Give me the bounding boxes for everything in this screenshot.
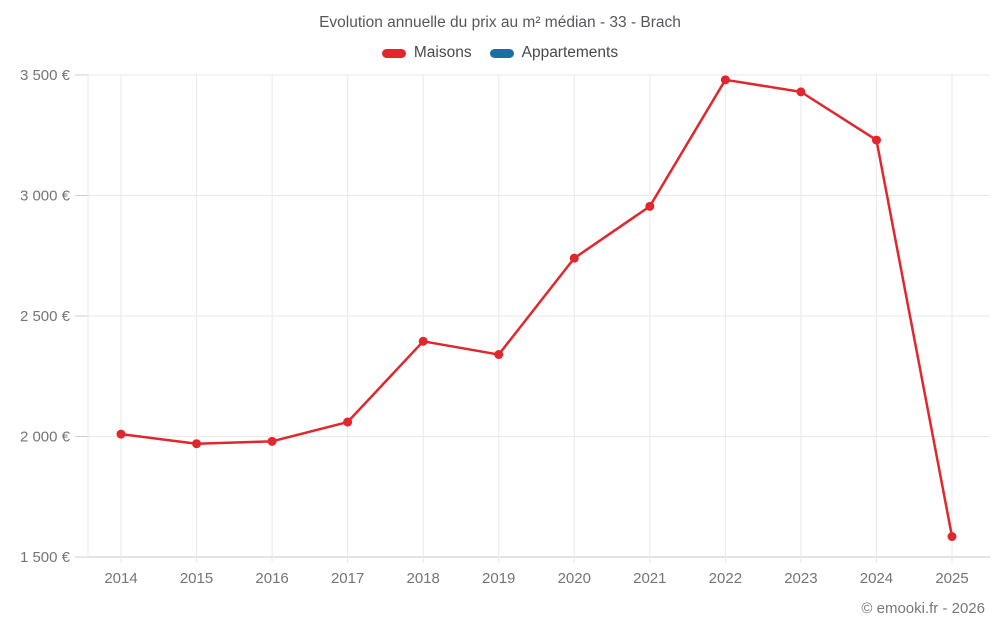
- x-axis-label: 2021: [633, 570, 666, 587]
- data-point-maisons-2019: [494, 350, 504, 360]
- y-axis-label: 3 500 €: [20, 67, 71, 84]
- data-point-maisons-2016: [267, 436, 277, 446]
- data-point-maisons-2020: [569, 253, 579, 263]
- data-point-maisons-2022: [720, 75, 730, 85]
- data-point-maisons-2014: [116, 429, 126, 439]
- x-axis-label: 2016: [255, 570, 288, 587]
- x-axis-label: 2023: [784, 570, 817, 587]
- x-axis-label: 2019: [482, 570, 515, 587]
- legend-item-appartements[interactable]: Appartements: [489, 44, 619, 62]
- y-axis-label: 2 500 €: [20, 308, 71, 325]
- x-axis-label: 2017: [331, 570, 364, 587]
- chart-legend: Maisons Appartements: [0, 44, 1000, 63]
- copyright-text: © emooki.fr - 2026: [861, 600, 985, 617]
- data-point-maisons-2018: [418, 336, 428, 346]
- data-point-maisons-2025: [947, 532, 957, 542]
- x-axis-label: 2018: [406, 570, 439, 587]
- legend-label: Appartements: [521, 44, 619, 61]
- x-axis-label: 2025: [935, 570, 968, 587]
- series-line-maisons: [119, 78, 954, 538]
- data-point-maisons-2024: [871, 135, 881, 145]
- x-axis-label: 2024: [860, 570, 893, 587]
- y-axis-label: 3 000 €: [20, 188, 71, 205]
- y-axis-label: 1 500 €: [20, 549, 71, 566]
- x-axis-label: 2020: [558, 570, 591, 587]
- legend-swatch-icon: [489, 48, 514, 58]
- y-axis-label: 2 000 €: [20, 429, 71, 446]
- data-point-maisons-2021: [645, 201, 655, 211]
- legend-swatch-icon: [381, 48, 406, 58]
- data-point-maisons-2017: [343, 417, 353, 427]
- x-axis-label: 2022: [709, 570, 742, 587]
- legend-item-maisons[interactable]: Maisons: [381, 44, 472, 62]
- data-point-maisons-2015: [192, 439, 202, 449]
- x-axis-label: 2015: [180, 570, 213, 587]
- x-axis-label: 2014: [104, 570, 137, 587]
- data-point-maisons-2023: [796, 87, 806, 97]
- chart-title: Evolution annuelle du prix au m² médian …: [319, 14, 681, 31]
- legend-label: Maisons: [413, 44, 472, 61]
